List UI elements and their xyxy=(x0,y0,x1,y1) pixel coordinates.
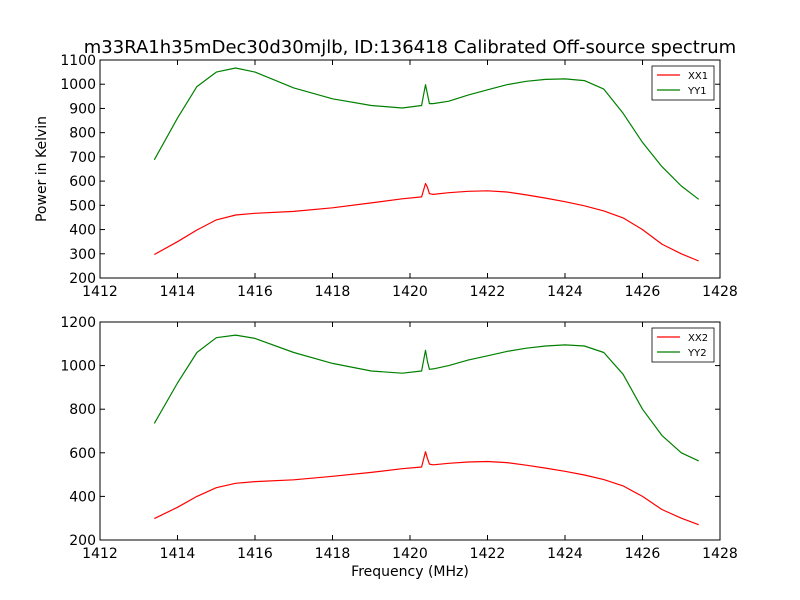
top-series-yy1-line xyxy=(153,67,700,200)
bottom-ticks-layer: 1412 1414 1416 1418 1420 1422 1424 1426 1428 200 4… xyxy=(60,315,737,562)
top-series-layer xyxy=(153,67,700,262)
bottom-y-tick-label: 200 xyxy=(69,533,96,549)
bottom-legend-frame xyxy=(651,327,715,363)
bottom-panel: 1412 1414 1416 1418 1420 1422 1424 1426 1428 200 4… xyxy=(60,315,737,580)
top-x-tick-label: 1418 xyxy=(315,284,351,300)
top-x-tick-label: 1422 xyxy=(470,284,506,300)
top-series-xx1-line xyxy=(154,182,699,262)
bottom-y-tick-label: 1000 xyxy=(60,359,96,375)
top-y-tick-label: 800 xyxy=(69,126,96,142)
top-plot-area xyxy=(99,59,721,279)
top-y-tick-label: 500 xyxy=(69,198,96,214)
bottom-series-layer xyxy=(153,334,699,526)
bottom-x-tick-label: 1414 xyxy=(160,546,196,562)
top-y-tick-label: 300 xyxy=(69,247,96,263)
top-ticks-layer: 1412 1414 1416 1418 1420 1422 1424 1426 1428 200 3… xyxy=(60,53,737,300)
bottom-series-yy2-line xyxy=(153,334,699,462)
chart-title: m33RA1h35mDec30d30mjlb, ID:136418 Calibr… xyxy=(84,37,736,58)
top-panel: 1412 1414 1416 1418 1420 1422 1424 1426 1428 200 3… xyxy=(34,53,738,300)
bottom-series-xx2-line xyxy=(154,451,699,526)
bottom-y-tick-label: 800 xyxy=(69,402,96,418)
top-y-tick-label: 200 xyxy=(69,271,96,287)
top-x-tick-label: 1416 xyxy=(237,284,273,300)
top-y-tick-label: 1000 xyxy=(60,77,96,93)
top-y-axis-label: Power in Kelvin xyxy=(34,116,50,222)
top-legend-label: XX1 xyxy=(688,71,708,82)
bottom-legend-label: YY2 xyxy=(687,348,707,359)
top-legend-label: YY1 xyxy=(687,86,707,97)
bottom-y-tick-label: 400 xyxy=(69,489,96,505)
top-y-tick-label: 600 xyxy=(69,174,96,190)
top-y-tick-label: 1100 xyxy=(60,53,96,69)
top-x-tick-label: 1424 xyxy=(547,284,583,300)
bottom-x-tick-label: 1428 xyxy=(702,546,738,562)
bottom-x-tick-label: 1418 xyxy=(315,546,351,562)
bottom-x-tick-label: 1426 xyxy=(625,546,661,562)
bottom-y-tick-label: 1200 xyxy=(60,315,96,331)
bottom-x-tick-label: 1420 xyxy=(392,546,428,562)
top-x-tick-label: 1420 xyxy=(392,284,428,300)
top-y-tick-label: 900 xyxy=(69,101,96,117)
x-axis-label: Frequency (MHz) xyxy=(351,564,469,580)
top-x-tick-label: 1414 xyxy=(160,284,196,300)
top-x-tick-label: 1412 xyxy=(82,284,118,300)
bottom-x-tick-label: 1424 xyxy=(547,546,583,562)
bottom-legend-label: XX2 xyxy=(688,333,708,344)
top-y-tick-label: 700 xyxy=(69,150,96,166)
bottom-x-tick-label: 1416 xyxy=(237,546,273,562)
bottom-y-tick-label: 600 xyxy=(69,446,96,462)
top-x-tick-label: 1428 xyxy=(702,284,738,300)
top-x-tick-label: 1426 xyxy=(625,284,661,300)
bottom-x-tick-label: 1422 xyxy=(470,546,506,562)
bottom-x-tick-label: 1412 xyxy=(82,546,118,562)
top-legend-frame xyxy=(651,65,715,101)
top-y-tick-label: 400 xyxy=(69,223,96,239)
bottom-plot-area xyxy=(99,321,721,541)
